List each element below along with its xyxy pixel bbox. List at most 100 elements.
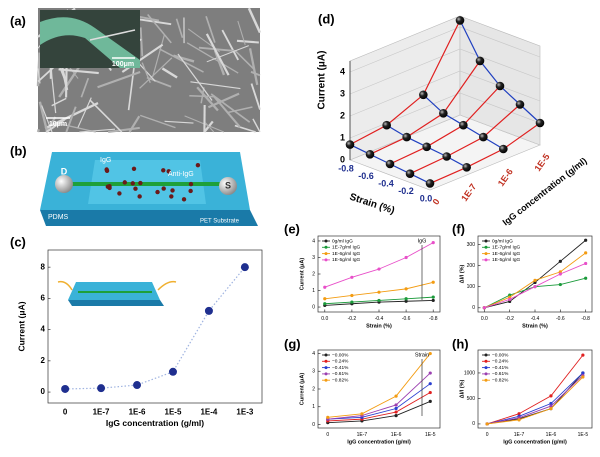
label-substrate: PET Substrate [200, 219, 240, 225]
y-axis-label: ΔI/I (%) [459, 380, 465, 399]
panel-label: (f) [452, 221, 465, 236]
data-point [558, 259, 562, 263]
y-tick-label: 0 [312, 304, 315, 310]
molecule [188, 188, 193, 194]
conc-line [349, 20, 461, 146]
legend-label: 0g/ml IgG [492, 238, 513, 244]
data-point [549, 394, 553, 398]
x-tick-label: -0.2 [398, 186, 414, 196]
data-point [404, 255, 408, 260]
fiber [252, 118, 261, 133]
legend-marker [324, 372, 328, 376]
data-point [581, 353, 585, 357]
data-point [385, 159, 395, 169]
data-point [581, 375, 585, 379]
x-tick-label: -0.6 [358, 171, 374, 181]
fiber [234, 50, 255, 70]
molecule [166, 169, 171, 174]
fiber [146, 76, 172, 88]
label-pdms: PDMS [48, 214, 69, 221]
series-line [486, 354, 584, 425]
x-tick-label: 1E-6 [546, 432, 557, 438]
x-tick-label: 1E-7 [514, 432, 525, 438]
label-igg: IgG [100, 157, 111, 164]
series-line [327, 392, 431, 422]
legend-label: 1E-7g/ml IgG [492, 245, 521, 251]
molecule [133, 186, 138, 191]
panel-label: (e) [284, 221, 300, 236]
series-line [324, 281, 434, 300]
fiber [45, 118, 66, 133]
data-point [584, 261, 588, 266]
molecule [122, 180, 127, 185]
fiber [161, 67, 178, 79]
x-tick-label: -0.4 [378, 178, 394, 188]
fiber [139, 57, 173, 89]
legend-marker [484, 366, 488, 370]
x-axis-label: IgG concentration (g/ml) [106, 418, 204, 428]
inset-device-front [68, 300, 164, 306]
series-line [327, 400, 431, 424]
x-tick-label: 0.0 [481, 316, 488, 322]
panel-label: (d) [318, 11, 335, 26]
fiber [139, 114, 176, 129]
data-point [323, 302, 327, 306]
data-point [533, 285, 537, 289]
series-line [487, 372, 584, 425]
x-tick-label: -0.6 [402, 316, 411, 322]
legend-marker [484, 245, 488, 249]
legend-marker [484, 372, 488, 376]
data-point [428, 390, 432, 395]
molecule [138, 180, 143, 186]
data-point [462, 163, 471, 172]
grid-line [349, 70, 541, 117]
fiber [236, 39, 259, 44]
x-tick-label: 1E-7 [93, 407, 110, 416]
x-tick-label: -0.2 [348, 316, 357, 322]
data-point [584, 251, 588, 255]
data-point [97, 384, 106, 393]
data-point [485, 422, 489, 426]
legend-marker [484, 239, 488, 243]
y-tick-label: 2 [312, 386, 315, 392]
label-s: S [225, 180, 231, 190]
data-point [584, 238, 588, 242]
molecule [195, 162, 201, 168]
x-tick-label: -0.2 [505, 316, 514, 322]
fiber [205, 16, 216, 43]
grid-line [349, 114, 541, 161]
panel-label: (a) [10, 13, 26, 28]
legend-label: 0g/ml IgG [332, 238, 353, 244]
y-tick-label: 0 [41, 387, 46, 396]
fiber [237, 20, 246, 46]
y-tick-label: 300 [467, 242, 476, 248]
data-point [428, 382, 432, 386]
data-point [419, 90, 428, 100]
y-axis-label: Current (μA) [299, 258, 305, 291]
data-point [240, 263, 249, 272]
fiber [204, 122, 215, 133]
x-tick-label: 0 [486, 432, 489, 438]
legend-marker [324, 245, 328, 249]
z-tick-label: 0 [340, 154, 345, 164]
legend-label: −0.82% [492, 377, 509, 383]
fiber [186, 42, 239, 74]
fiber [108, 126, 140, 134]
data-point [404, 297, 408, 301]
data-point [133, 381, 142, 390]
fiber [55, 122, 96, 133]
data-point [350, 300, 354, 304]
legend-marker [484, 258, 488, 262]
data-point [404, 299, 408, 303]
data-point [428, 399, 432, 404]
data-point [394, 413, 398, 418]
fiber [250, 70, 261, 77]
data-point [479, 132, 488, 142]
legend-marker [484, 359, 488, 363]
data-point [402, 132, 411, 142]
x-tick-label: 1E-3 [236, 407, 253, 416]
data-point [515, 100, 525, 109]
z-tick-label: 2 [340, 110, 345, 120]
scale-text: 10μm [49, 121, 67, 128]
